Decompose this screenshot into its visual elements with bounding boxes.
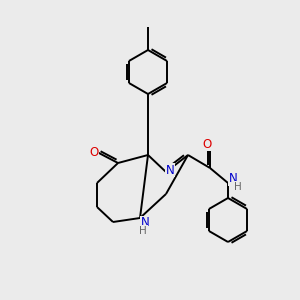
Text: O: O xyxy=(89,146,99,158)
Text: H: H xyxy=(234,182,242,192)
Text: O: O xyxy=(202,137,211,151)
Text: N: N xyxy=(166,164,174,176)
Text: N: N xyxy=(229,172,237,185)
Text: N: N xyxy=(141,217,149,230)
Text: H: H xyxy=(139,226,147,236)
